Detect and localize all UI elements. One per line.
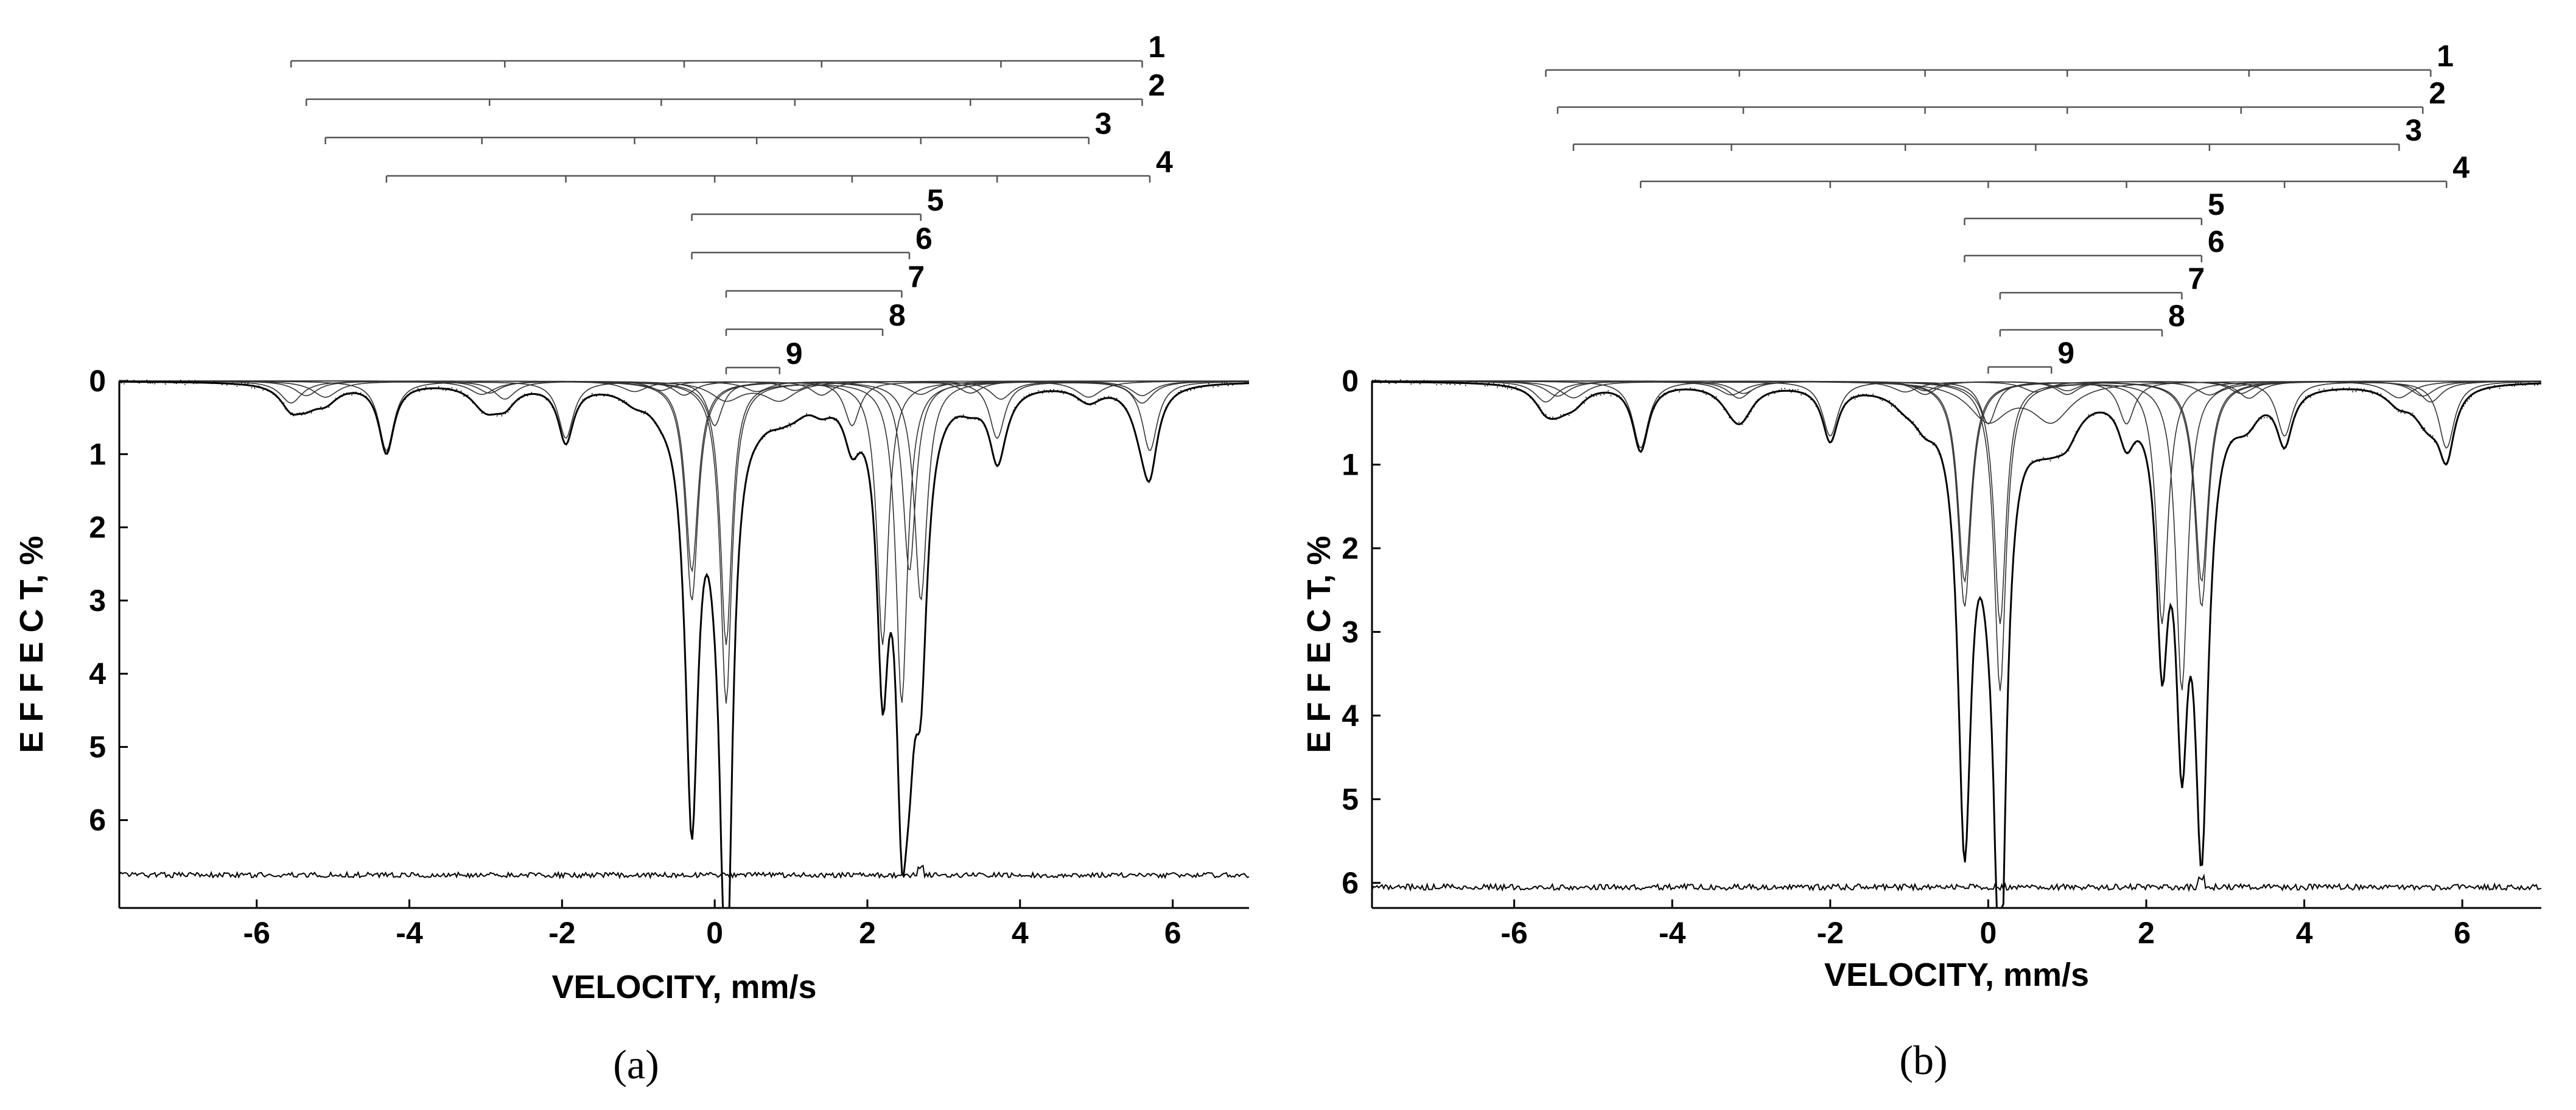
component-4-label: 4: [1156, 145, 1173, 179]
x-tick-label: -4: [396, 916, 423, 950]
y-tick-label: 6: [89, 803, 106, 837]
component-8-label: 8: [889, 298, 906, 332]
component-4-curve: [1372, 380, 2541, 449]
component-6-label: 6: [2208, 225, 2225, 259]
y-tick-label: 0: [89, 364, 106, 398]
component-9-curve: [119, 380, 1249, 402]
x-axis-title: VELOCITY, mm/s: [551, 969, 816, 1005]
component-8-label: 8: [2168, 299, 2185, 333]
x-tick-label: -2: [1817, 916, 1844, 950]
y-tick-label: 2: [89, 511, 106, 545]
component-2-label: 2: [1148, 68, 1165, 102]
y-tick-label: 0: [1342, 364, 1359, 398]
experimental-data-points: [1371, 379, 2542, 909]
x-axis-title: VELOCITY, mm/s: [1824, 957, 2089, 993]
component-2-label: 2: [2429, 76, 2446, 110]
x-tick-label: -2: [548, 916, 575, 950]
residual-curve: [1371, 873, 2542, 892]
y-tick-label: 5: [1342, 782, 1359, 816]
component-7-label: 7: [908, 260, 925, 294]
y-tick-label: 4: [89, 657, 106, 691]
y-axis-title: E F F E C T, %: [13, 536, 50, 753]
y-tick-label: 2: [1342, 531, 1359, 565]
y-tick-label: 4: [1342, 699, 1359, 733]
x-tick-label: -6: [243, 916, 270, 950]
component-6-label: 6: [915, 222, 933, 256]
fit-envelope-curve: [119, 380, 1250, 909]
y-tick-label: 3: [1342, 615, 1359, 649]
y-tick-label: 3: [89, 584, 106, 618]
x-tick-label: -6: [1500, 916, 1527, 950]
x-tick-label: 6: [1164, 916, 1181, 950]
y-axis-title: E F F E C T, %: [1301, 536, 1337, 753]
component-5-label: 5: [927, 183, 944, 217]
y-tick-label: 5: [89, 730, 106, 764]
component-1-curve: [119, 380, 1249, 404]
experimental-data-points: [119, 379, 1250, 909]
component-3-curve: [119, 380, 1249, 398]
x-tick-label: 0: [706, 916, 723, 950]
panel-label: (a): [613, 1041, 659, 1087]
x-tick-label: 0: [1980, 916, 1997, 950]
component-1-label: 1: [1148, 30, 1165, 64]
x-tick-label: 2: [2138, 916, 2155, 950]
x-tick-label: 2: [859, 916, 876, 950]
residual-curve: [119, 864, 1250, 880]
y-tick-label: 6: [1342, 866, 1359, 900]
x-tick-label: 6: [2454, 916, 2471, 950]
component-9-curve: [1372, 380, 2541, 424]
panel-a: -6 -4 -2 0 2 4 6 0 1 2 3 4 5 6 VELOCITY, mm/s E F F E C…: [13, 30, 1250, 1087]
x-tick-label: 4: [2296, 916, 2313, 950]
component-9-label: 9: [2057, 336, 2074, 370]
y-tick-label: 1: [1342, 447, 1359, 481]
y-tick-label: 1: [89, 437, 106, 471]
x-tick-label: -4: [1659, 916, 1686, 950]
x-tick-label: 4: [1012, 916, 1029, 950]
component-7-label: 7: [2188, 262, 2205, 296]
component-5-label: 5: [2208, 187, 2225, 222]
component-3-label: 3: [1095, 106, 1112, 141]
component-3-label: 3: [2405, 113, 2422, 147]
component-4-label: 4: [2452, 150, 2469, 184]
component-9-label: 9: [786, 337, 803, 371]
component-1-label: 1: [2437, 39, 2454, 73]
panel-label: (b): [1899, 1037, 1947, 1083]
